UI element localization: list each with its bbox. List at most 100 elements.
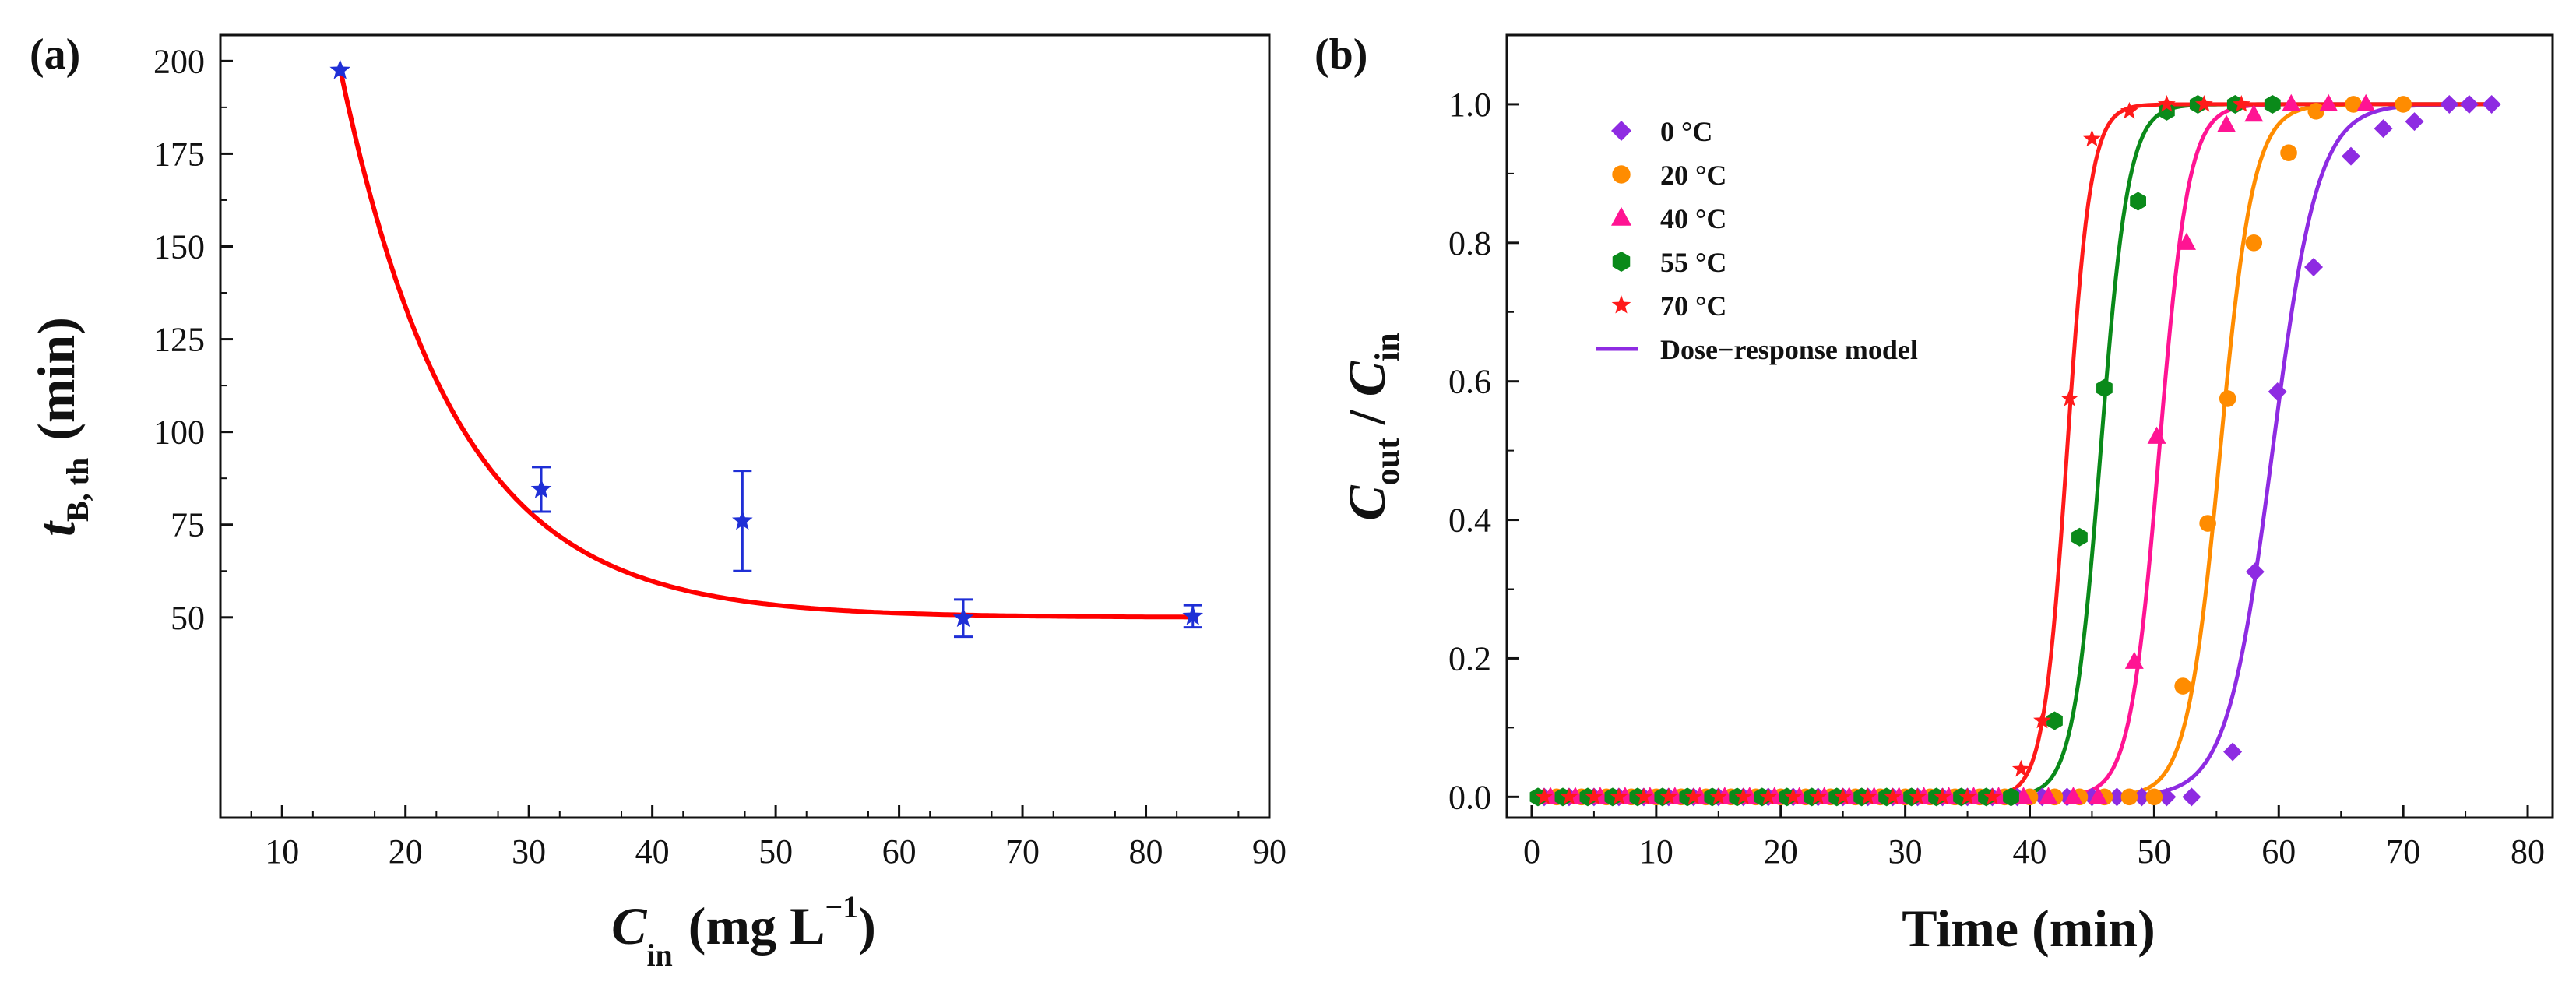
panel-b-point bbox=[1709, 787, 1728, 805]
panel-b-point bbox=[1585, 787, 1603, 805]
panel-b-point bbox=[2046, 711, 2063, 730]
panel-b-ytick-label: 1.0 bbox=[1448, 86, 1491, 124]
panel-b-point bbox=[2459, 94, 2479, 114]
panel-b-xtick-label: 30 bbox=[1888, 832, 1923, 871]
legend-label: 0 °C bbox=[1660, 116, 1712, 147]
panel-b-ytick-label: 0.4 bbox=[1448, 502, 1491, 540]
panel-b-point bbox=[2130, 192, 2146, 211]
panel-b-ylabel-main1: C bbox=[1337, 485, 1396, 521]
panel-b-points bbox=[1529, 93, 2501, 807]
panel-b-xtick-label: 70 bbox=[2386, 832, 2420, 871]
panel-b-ylabel-sub2: in bbox=[1368, 333, 1406, 361]
panel-b-point bbox=[2245, 562, 2265, 582]
legend-marker bbox=[1611, 121, 1631, 141]
legend-label: 70 °C bbox=[1660, 290, 1726, 322]
panel-b-point bbox=[1934, 787, 1951, 805]
panel-b-point bbox=[2107, 787, 2127, 807]
panel-b-point bbox=[2158, 101, 2175, 121]
panel-b-legend: 0 °C 20 °C 40 °C 55 °C 70 °C Dose−response mo… bbox=[1596, 116, 1918, 365]
panel-a-xtick-label: 80 bbox=[1129, 832, 1163, 871]
panel-b-point bbox=[2268, 382, 2287, 402]
panel-b-point bbox=[2356, 93, 2376, 111]
panel-a-ytick-label: 100 bbox=[153, 414, 205, 452]
panel-b-point bbox=[2145, 788, 2163, 806]
panel-b-point bbox=[1635, 787, 1653, 805]
panel-b-point bbox=[1784, 787, 1803, 805]
panel-b-ytick-label: 0.0 bbox=[1448, 778, 1491, 816]
panel-a-ticks: 10 20 30 40 50 60 70 80 90 50 75 100 125 150 175 200 bbox=[153, 42, 1286, 871]
panel-a-xtick-label: 50 bbox=[758, 832, 793, 871]
panel-b-point bbox=[1759, 787, 1778, 805]
panel-b-ytick-label: 0.2 bbox=[1448, 639, 1491, 677]
panel-b-xtick-label: 40 bbox=[2013, 832, 2047, 871]
panel-a-xtick-label: 20 bbox=[389, 832, 423, 871]
panel-a-xtick-label: 10 bbox=[265, 832, 299, 871]
panel-b-ylabel: Cout / Cin bbox=[1337, 333, 1406, 520]
panel-b-ytick-label: 0.6 bbox=[1448, 363, 1491, 401]
panel-b-ytick-label: 0.8 bbox=[1448, 224, 1491, 262]
panel-b-point bbox=[2280, 144, 2297, 161]
panel-b-xtick-label: 60 bbox=[2261, 832, 2296, 871]
panel-b-point bbox=[1859, 787, 1877, 805]
panel-a-point bbox=[732, 509, 753, 530]
panel-a-ytick-label: 200 bbox=[153, 42, 205, 80]
panel-b-point bbox=[1610, 787, 1628, 805]
panel-a-ytick-label: 125 bbox=[153, 321, 205, 359]
panel-a-ylabel-sub: B, th bbox=[60, 458, 95, 522]
panel-a-xtick-label: 40 bbox=[635, 832, 670, 871]
legend-marker bbox=[1611, 295, 1631, 314]
panel-b-point bbox=[2194, 94, 2213, 112]
panel-b-point bbox=[2307, 103, 2325, 120]
panel-a-ylabel-main: t bbox=[26, 520, 86, 537]
panel-b-point bbox=[2132, 787, 2152, 807]
panel-a-xlabel-close: ) bbox=[858, 896, 876, 956]
panel-a-ytick-label: 75 bbox=[171, 506, 205, 544]
panel-a-point bbox=[952, 607, 974, 628]
panel-a-ytick-label: 175 bbox=[153, 135, 205, 173]
panel-a-ylabel-units: (min) bbox=[26, 317, 86, 441]
panel-b-point bbox=[2374, 119, 2393, 139]
legend-marker bbox=[1612, 165, 1631, 184]
panel-b-point bbox=[2405, 112, 2424, 132]
panel-b-point bbox=[1734, 787, 1753, 805]
panel-a-xlabel-sup: −1 bbox=[825, 889, 858, 924]
panel-b-point bbox=[2182, 787, 2201, 807]
panel-a-point bbox=[329, 59, 351, 79]
panel-b-xtick-label: 0 bbox=[1523, 832, 1540, 871]
panel-b-point bbox=[2217, 114, 2236, 132]
panel-b-point bbox=[1958, 787, 1976, 805]
panel-b-point bbox=[2157, 94, 2176, 112]
legend-label: 40 °C bbox=[1660, 203, 1726, 234]
panel-b-point bbox=[2232, 94, 2250, 112]
panel-b-point bbox=[2064, 787, 2083, 804]
panel-b-point bbox=[2157, 787, 2177, 807]
panel-b-ticks: 0 10 20 30 40 50 60 70 80 0.0 0.2 0.4 0.6 0.8 1.0 bbox=[1448, 86, 2545, 871]
panel-b-ylabel-sep: / bbox=[1337, 396, 1396, 438]
panel-b-point bbox=[1560, 787, 1578, 805]
panel-b-point bbox=[2124, 651, 2144, 669]
panel-b-point bbox=[1983, 787, 2001, 805]
panel-b-xtick-label: 20 bbox=[1764, 832, 1798, 871]
panel-b-point bbox=[2319, 93, 2338, 111]
panel-b-point bbox=[2003, 787, 2019, 807]
panel-b-point bbox=[2223, 742, 2243, 762]
panel-a-ylabel: tB, th (min) bbox=[26, 317, 95, 537]
panel-b-point bbox=[2033, 711, 2051, 729]
panel-b-xtick-label: 10 bbox=[1639, 832, 1673, 871]
panel-b-xtick-label: 50 bbox=[2137, 832, 2171, 871]
panel-a-xlabel-units: (mg L bbox=[688, 896, 825, 956]
panel-a-xtick-label: 60 bbox=[882, 832, 917, 871]
panel-a-xtick-label: 90 bbox=[1252, 832, 1286, 871]
panel-a-ytick-label: 150 bbox=[153, 227, 205, 266]
panel-b-point bbox=[2341, 146, 2360, 166]
panel-b-ylabel-sub1: out bbox=[1368, 438, 1406, 485]
panel-a-xtick-label: 70 bbox=[1005, 832, 1040, 871]
panel-b-ylabel-main2: C bbox=[1337, 361, 1396, 396]
panel-a-xtick-label: 30 bbox=[512, 832, 546, 871]
panel-b-frame bbox=[1505, 33, 2554, 819]
panel-b-label: (b) bbox=[1314, 30, 1367, 79]
panel-b-point bbox=[2244, 104, 2264, 122]
panel-b-point bbox=[2282, 93, 2301, 111]
panel-b-point bbox=[1884, 787, 1902, 805]
